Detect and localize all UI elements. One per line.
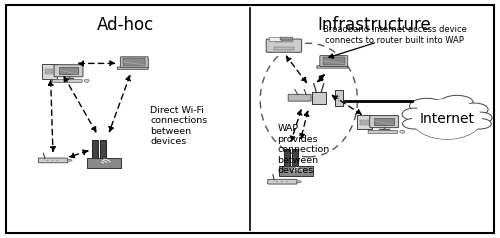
Ellipse shape (440, 95, 473, 109)
Ellipse shape (338, 98, 340, 99)
Ellipse shape (52, 160, 54, 161)
FancyBboxPatch shape (42, 64, 56, 79)
Bar (59, 67, 78, 74)
Bar (274, 47, 293, 50)
FancyBboxPatch shape (312, 92, 326, 104)
FancyBboxPatch shape (266, 39, 302, 52)
Ellipse shape (470, 112, 492, 124)
FancyBboxPatch shape (269, 37, 281, 40)
Ellipse shape (400, 130, 405, 133)
Ellipse shape (402, 108, 427, 120)
Ellipse shape (412, 99, 482, 139)
FancyBboxPatch shape (268, 179, 297, 184)
Bar (360, 123, 368, 125)
Bar (323, 57, 344, 65)
Ellipse shape (281, 181, 283, 182)
Ellipse shape (338, 100, 340, 101)
Bar (275, 40, 293, 42)
Ellipse shape (402, 119, 426, 129)
Bar (292, 149, 298, 166)
Bar (124, 59, 145, 66)
Text: Internet: Internet (420, 112, 474, 126)
FancyBboxPatch shape (334, 90, 343, 106)
FancyBboxPatch shape (52, 79, 82, 82)
Ellipse shape (56, 160, 58, 161)
FancyBboxPatch shape (320, 56, 347, 66)
FancyBboxPatch shape (280, 37, 292, 40)
FancyBboxPatch shape (38, 158, 68, 163)
Ellipse shape (468, 119, 491, 129)
Ellipse shape (422, 124, 472, 138)
FancyBboxPatch shape (317, 66, 348, 68)
Bar (284, 149, 290, 166)
Ellipse shape (338, 96, 340, 97)
FancyBboxPatch shape (280, 166, 313, 176)
FancyBboxPatch shape (88, 158, 121, 168)
Bar (44, 72, 53, 74)
Ellipse shape (276, 181, 278, 182)
Text: Ad-hoc: Ad-hoc (96, 16, 154, 34)
FancyBboxPatch shape (120, 57, 148, 68)
FancyBboxPatch shape (368, 130, 398, 133)
Bar (92, 140, 98, 158)
FancyBboxPatch shape (370, 116, 398, 128)
Text: WAP
provides
connection
between
devices: WAP provides connection between devices (278, 124, 330, 175)
Bar (100, 140, 106, 158)
FancyBboxPatch shape (288, 94, 311, 101)
Ellipse shape (412, 99, 482, 139)
Bar (374, 118, 394, 125)
Bar (360, 120, 368, 122)
FancyBboxPatch shape (118, 67, 148, 69)
Ellipse shape (460, 103, 488, 116)
FancyBboxPatch shape (54, 65, 83, 77)
FancyBboxPatch shape (357, 115, 372, 129)
Bar (44, 69, 53, 71)
Ellipse shape (67, 159, 72, 161)
Ellipse shape (84, 79, 89, 82)
Text: Infrastructure: Infrastructure (318, 16, 432, 34)
Text: Broadband Internet access device
connects to router built into WAP: Broadband Internet access device connect… (322, 25, 466, 45)
Ellipse shape (296, 181, 302, 183)
Ellipse shape (410, 98, 444, 114)
Text: Direct Wi-Fi
connections
between
devices: Direct Wi-Fi connections between devices (150, 106, 208, 146)
Ellipse shape (46, 160, 48, 161)
Ellipse shape (286, 181, 288, 182)
